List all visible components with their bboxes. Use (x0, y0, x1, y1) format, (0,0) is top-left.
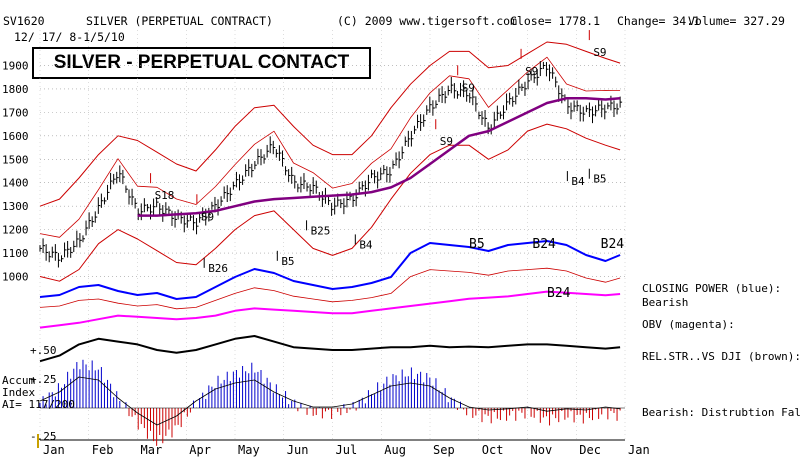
accum-label-2: Index (2, 386, 36, 399)
month-label: Feb (92, 443, 114, 457)
month-label: Mar (141, 443, 163, 457)
month-label: Sep (433, 443, 455, 457)
y-tick-label: 1900 (2, 59, 29, 72)
signal-label: B5 (593, 173, 606, 186)
header-name: SILVER (PERPETUAL CONTRACT) (86, 14, 273, 28)
closing-power-signal: B5 (469, 237, 485, 252)
y-tick-label: 1600 (2, 130, 29, 143)
plus25-tick: +.25 (30, 373, 57, 386)
signal-label: S18 (155, 189, 175, 202)
signal-label: B5 (281, 255, 294, 268)
plus50-tick: +.50 (30, 344, 57, 357)
month-label: Nov (531, 443, 553, 457)
inner-band (39, 56, 621, 238)
y-tick-label: 1400 (2, 177, 29, 190)
y-tick-label: 1300 (2, 200, 29, 213)
closing-power-signal: B24 (532, 237, 556, 252)
signal-label: S9 (201, 210, 214, 223)
month-label: Jan (628, 443, 650, 457)
upper-band (39, 41, 621, 207)
accum-ma-line (39, 376, 621, 426)
month-label: Jan (43, 443, 65, 457)
y-tick-label: 1800 (2, 83, 29, 96)
month-label: Aug (384, 443, 406, 457)
relstr-line (39, 335, 621, 363)
obv-label: OBV (magenta): (642, 318, 735, 331)
y-tick-label: 1000 (2, 271, 29, 284)
chart-title-box: SILVER - PERPETUAL CONTACT (32, 47, 371, 79)
accum-label-3: AI= 117/200 (2, 398, 75, 411)
closing-power-signal: B24 (601, 237, 625, 252)
signal-label: B26 (208, 262, 228, 275)
y-tick-label: 1700 (2, 106, 29, 119)
header-dates: 12/ 17/ 8-1/5/10 (14, 30, 125, 44)
signal-label: B4 (359, 238, 373, 251)
header-close: Close= 1778.1 (510, 14, 601, 28)
relstr-label: REL.STR..VS DJI (brown): (642, 350, 800, 363)
month-label: Oct (482, 443, 504, 457)
signal-label: S9 (593, 46, 606, 59)
accum-state: Bearish: Distrubtion Falling. (642, 406, 800, 419)
moving-average-line (137, 97, 621, 217)
closing-power-ma (39, 267, 621, 310)
closing-power-label: CLOSING POWER (blue): (642, 282, 782, 295)
month-label: Dec (579, 443, 601, 457)
month-label: Apr (189, 443, 211, 457)
closing-power-state: Bearish (642, 296, 689, 309)
closing-power-line (39, 240, 621, 300)
month-label: May (238, 443, 260, 457)
signal-label: B4 (571, 175, 585, 188)
y-tick-label: 1500 (2, 153, 29, 166)
y-tick-label: 1200 (2, 224, 29, 237)
accum-label-1: Accum (2, 374, 36, 387)
header-symbol: SV1620 (3, 14, 45, 28)
month-label: Jun (287, 443, 309, 457)
signal-label: S9 (462, 81, 475, 94)
y-tick-label: 1100 (2, 247, 29, 260)
header-volume: Volume= 327.29 (688, 14, 785, 28)
obv-signal: B24 (547, 286, 571, 301)
signal-label: B25 (311, 224, 331, 237)
signal-label: S9 (525, 65, 538, 78)
month-label: Jul (336, 443, 358, 457)
minus25-tick: -.25 (30, 430, 57, 443)
signal-label: S9 (440, 135, 453, 148)
lower-band (39, 123, 621, 282)
obv-line (39, 290, 621, 329)
header-change: Change= 34.1 (617, 14, 701, 28)
header-source: (C) 2009 www.tigersoft.com (337, 14, 518, 28)
